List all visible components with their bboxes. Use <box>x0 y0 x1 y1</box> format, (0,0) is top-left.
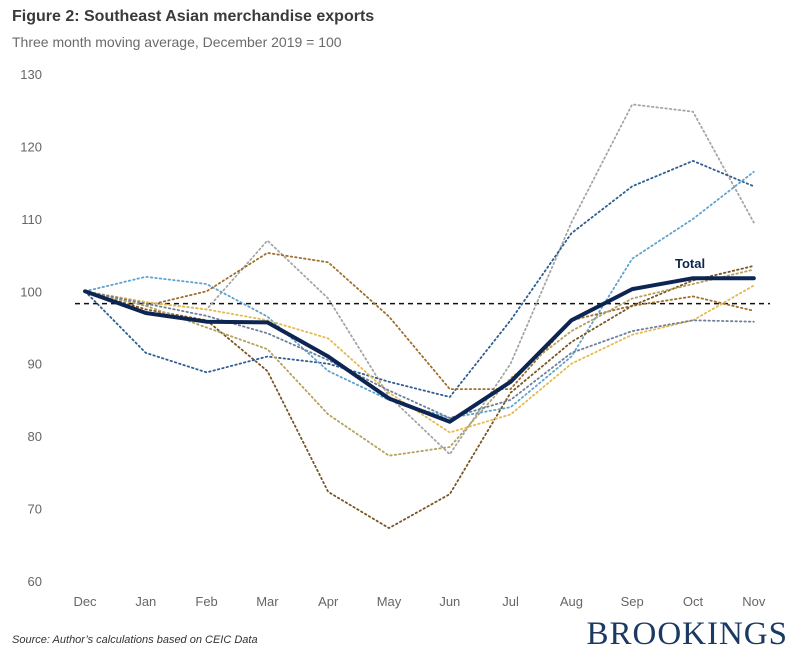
x-tick-label: Dec <box>73 594 97 609</box>
series-line-3 <box>84 170 755 419</box>
y-tick-label: 90 <box>28 357 42 372</box>
series-line-5 <box>84 264 755 529</box>
x-tick-label: Jan <box>135 594 156 609</box>
source-note: Source: Author’s calculations based on C… <box>12 634 258 646</box>
y-tick-label: 120 <box>20 139 42 154</box>
x-tick-label: Oct <box>683 594 704 609</box>
y-tick-label: 60 <box>28 574 42 589</box>
x-tick-label: Aug <box>560 594 583 609</box>
x-tick-label: May <box>377 594 402 609</box>
x-tick-label: Jun <box>439 594 460 609</box>
series-line-7 <box>84 284 755 434</box>
x-tick-label: Sep <box>621 594 644 609</box>
series-line-1 <box>84 103 755 456</box>
x-axis-ticks: Dec Jan Feb Mar Apr May Jun Jul Aug Sep Oct Nov <box>73 594 765 609</box>
chart-subtitle: Three month moving average, December 201… <box>12 34 342 50</box>
y-tick-label: 80 <box>28 429 42 444</box>
x-tick-label: Feb <box>195 594 217 609</box>
y-axis-ticks: 60 70 80 90 100 110 120 130 <box>20 67 42 589</box>
brookings-logo: BROOKINGS <box>586 616 788 652</box>
x-tick-label: Mar <box>256 594 279 609</box>
x-tick-label: Nov <box>742 594 766 609</box>
series-line-4 <box>84 251 755 391</box>
series-line-8 <box>84 290 755 419</box>
y-tick-label: 100 <box>20 284 42 299</box>
series-line-total <box>83 276 756 424</box>
series-labels: Total <box>675 256 705 271</box>
series-line-6 <box>84 268 755 457</box>
x-tick-label: Jul <box>502 594 519 609</box>
x-tick-label: Apr <box>318 594 339 609</box>
series-lines <box>83 103 756 529</box>
y-tick-label: 110 <box>21 212 42 227</box>
series-line-2 <box>84 159 755 398</box>
y-tick-label: 70 <box>28 502 42 517</box>
total-series-label: Total <box>675 256 705 271</box>
y-tick-label: 130 <box>20 67 42 82</box>
chart-title: Figure 2: Southeast Asian merchandise ex… <box>12 8 375 25</box>
